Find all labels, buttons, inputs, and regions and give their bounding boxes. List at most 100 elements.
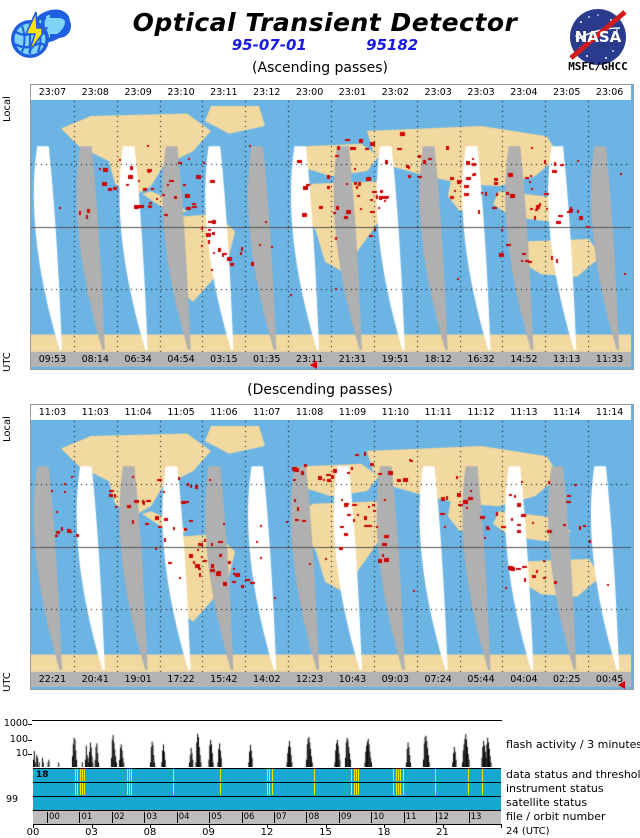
status-marker-1-0 <box>75 783 77 795</box>
status-marker-0-12 <box>271 769 273 781</box>
status-marker-1-19 <box>395 783 397 795</box>
time-label-utc-asc-5: 01:35 <box>253 354 281 365</box>
x-tickmark-24 <box>501 824 502 828</box>
legend-orbit-number: file / orbit number <box>506 810 606 823</box>
flash-activity-chart: 1000 100 10 99 18 00 01 02 03 04 05 06 07 08 09 10… <box>0 716 640 838</box>
time-label-local-asc-9: 23:03 <box>424 87 452 98</box>
orbit-cell-08: 08 <box>306 812 340 823</box>
status-marker-1-13 <box>313 783 315 795</box>
status-marker-1-9 <box>220 783 222 795</box>
status-marker-1-2 <box>79 783 81 795</box>
agency-caption: MSFC/GHCC <box>568 60 628 73</box>
legend-data-status: data status and threshold <box>506 768 640 781</box>
y-tick-10: 10 <box>15 748 28 759</box>
nasa-meatball-logo: NASA <box>569 9 627 65</box>
status-marker-1-1 <box>77 783 79 795</box>
time-label-local-asc-13: 23:06 <box>595 87 624 98</box>
time-label-local-asc-1: 23:08 <box>81 87 109 98</box>
x-tickmark-15 <box>325 824 327 828</box>
x-tick-label-00: 00 <box>26 827 40 838</box>
status-marker-1-7 <box>131 783 133 795</box>
time-label-local-asc-2: 23:09 <box>124 87 152 98</box>
x-tick-label-21: 21 <box>436 827 449 838</box>
status-marker-1-15 <box>353 783 355 795</box>
otd-globe-lightning-logo <box>11 9 71 58</box>
time-label-utc-asc-4: 03:15 <box>210 354 238 365</box>
x-axis-utc-label: 24 (UTC) <box>506 826 550 837</box>
x-tick-label-09: 09 <box>202 827 215 838</box>
status-marker-0-7 <box>131 769 133 781</box>
time-label-utc-asc-9: 18:12 <box>424 354 452 365</box>
y-tickmark-100 <box>28 740 32 741</box>
x-tickmark-12 <box>267 824 268 828</box>
map-canvas-descending <box>31 405 631 687</box>
time-label-utc-asc-0: 09:53 <box>38 354 67 365</box>
status-marker-1-25 <box>482 783 484 795</box>
axis-label-utc-ascending: UTC <box>2 352 13 372</box>
time-label-utc-desc-5: 14:02 <box>253 674 281 685</box>
orbit-cell-02: 02 <box>111 812 146 823</box>
flash-activity-bars <box>33 721 501 767</box>
time-label-utc-asc-6: 23:11 <box>295 354 324 365</box>
time-label-local-desc-4: 11:06 <box>210 407 238 418</box>
status-marker-1-22 <box>402 783 404 795</box>
panel-caption-ascending: (Ascending passes) <box>252 60 388 76</box>
status-marker-0-4 <box>84 769 86 781</box>
status-marker-1-17 <box>358 783 360 795</box>
current-time-marker-descending <box>618 681 626 689</box>
status-marker-1-14 <box>351 783 353 795</box>
status-marker-0-23 <box>435 769 437 781</box>
orbit-cell-10: 10 <box>371 812 405 823</box>
status-marker-0-17 <box>358 769 360 781</box>
y-tick-1000: 1000 <box>3 718 28 729</box>
time-label-utc-asc-10: 16:32 <box>467 354 495 365</box>
current-time-marker-ascending <box>310 361 318 369</box>
threshold-value: 18 <box>36 770 49 780</box>
time-label-utc-asc-8: 19:51 <box>381 354 409 365</box>
y-tickmark-1000 <box>28 724 32 725</box>
time-label-local-desc-2: 11:04 <box>124 407 152 418</box>
status-marker-0-25 <box>482 769 484 781</box>
time-label-local-desc-9: 11:11 <box>424 407 452 418</box>
page-subtitle: 95-07-01 95182 <box>110 36 540 54</box>
svg-text:NASA: NASA <box>575 28 622 46</box>
time-label-local-asc-12: 23:05 <box>553 87 581 98</box>
observation-date: 95-07-01 <box>231 36 307 54</box>
time-label-utc-desc-4: 15:42 <box>210 674 238 685</box>
time-label-utc-asc-3: 04:54 <box>167 354 195 365</box>
time-label-utc-desc-13: 00:45 <box>595 674 624 685</box>
orbit-cell-05: 05 <box>209 812 243 823</box>
time-label-local-asc-8: 23:02 <box>381 87 409 98</box>
y-label-99: 99 <box>6 794 19 805</box>
legend-satellite-status: satellite status <box>506 796 588 809</box>
x-tickmark-00 <box>33 824 34 828</box>
world-map-descending: 11:03 11:03 11:04 11:05 11:06 11:07 11:08 11:09… <box>30 404 634 690</box>
axis-label-local-ascending: Local <box>2 96 13 122</box>
time-label-utc-asc-7: 21:31 <box>338 354 367 365</box>
time-label-local-desc-5: 11:07 <box>253 407 281 418</box>
time-label-utc-desc-12: 02:25 <box>553 674 581 685</box>
y-tick-100: 100 <box>9 734 28 745</box>
status-marker-0-0 <box>75 769 77 781</box>
status-marker-1-24 <box>468 783 470 795</box>
status-marker-0-5 <box>126 769 128 781</box>
time-label-utc-desc-3: 17:22 <box>167 674 195 685</box>
orbit-cell-04: 04 <box>176 812 211 823</box>
status-marker-1-11 <box>269 783 271 795</box>
page-title: Optical Transient Detector <box>132 8 518 37</box>
status-marker-0-9 <box>220 769 222 781</box>
y-tickmark-10 <box>28 754 32 755</box>
time-label-local-desc-12: 11:14 <box>553 407 581 418</box>
time-label-utc-desc-1: 20:41 <box>81 674 109 685</box>
time-label-utc-desc-6: 12:23 <box>295 674 324 685</box>
status-marker-1-10 <box>267 783 268 795</box>
orbit-cell-09: 09 <box>338 812 373 823</box>
chart-top-rule <box>32 720 502 721</box>
time-label-utc-asc-11: 14:52 <box>510 354 538 365</box>
orbit-cell-00: 00 <box>47 812 81 823</box>
time-label-local-asc-0: 23:07 <box>38 87 67 98</box>
x-tickmark-09 <box>208 824 210 828</box>
time-label-local-asc-6: 23:00 <box>295 87 324 98</box>
status-marker-1-18 <box>393 783 395 795</box>
time-label-local-desc-7: 11:09 <box>338 407 367 418</box>
